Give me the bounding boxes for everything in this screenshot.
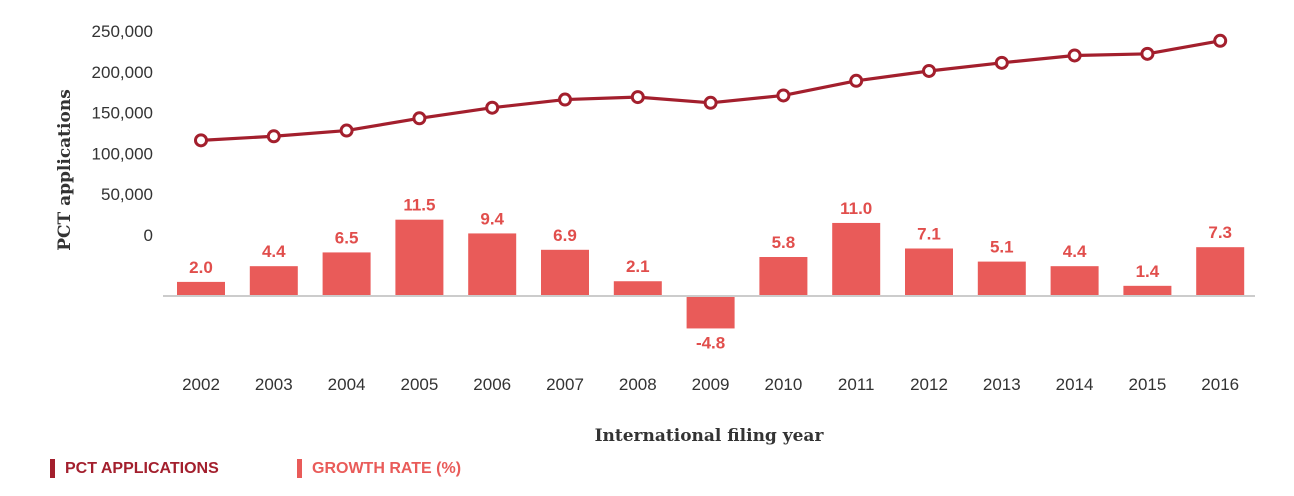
x-tick-label: 2010 [764,375,802,394]
pct-applications-point [485,100,500,115]
x-tick-label: 2016 [1201,375,1239,394]
pct-applications-point [630,90,645,105]
y-tick-label: 0 [144,226,153,245]
pct-applications-point [1213,33,1228,48]
y-axis-ticks: 0 50,000 100,000 150,000 200,000 250,000 [92,22,153,245]
pct-applications-series-line [200,39,1221,142]
pct-applications-point [339,123,354,138]
growth-rate-bar [249,266,298,295]
x-tick-label: 2009 [692,375,730,394]
x-tick-label: 2008 [619,375,657,394]
x-tick-label: 2012 [910,375,948,394]
legend-item-pct-applications: PCT APPLICATIONS [50,459,219,478]
bar-value-label: 11.5 [403,196,435,215]
bar-value-label: 6.9 [553,226,577,245]
pct-applications-point [266,129,281,144]
bar-value-label: 11.0 [840,199,872,218]
bar-value-label: 5.8 [772,233,796,252]
pct-applications-point [194,133,208,148]
y-tick-label: 150,000 [92,104,153,123]
x-tick-label: 2007 [546,375,584,394]
pct-applications-point [412,111,427,126]
growth-rate-bar [759,257,808,295]
growth-rate-bar [541,249,589,295]
legend-label-growth-rate: GROWTH RATE (%) [312,459,462,477]
bar-value-label: 2.1 [626,257,650,276]
pct-applications-point [1140,46,1155,61]
y-tick-label: 50,000 [101,185,153,204]
x-tick-label: 2015 [1128,375,1166,394]
x-tick-label: 2014 [1056,375,1094,394]
x-tick-label: 2011 [838,375,875,394]
growth-rate-labels: 2.0 4.4 6.5 11.5 9.4 6.9 2.1 -4.8 5.8 11.0 7.1 5.1 4… [189,196,1232,353]
legend-item-growth-rate: GROWTH RATE (%) [297,459,461,478]
growth-rate-bars [177,219,1245,329]
x-tick-label: 2013 [983,375,1021,394]
growth-rate-bar [395,219,444,295]
bar-value-label: 9.4 [480,209,504,228]
pct-applications-line [194,33,1228,148]
bar-value-label: 4.4 [262,242,286,261]
pct-applications-point [776,88,791,103]
growth-rate-bar [613,281,662,295]
growth-rate-bar [1196,247,1245,295]
pct-applications-point [922,63,936,78]
bar-value-label: 1.4 [1136,262,1160,281]
x-axis-label: International filing year [595,426,825,446]
legend-swatch-pct-applications [50,459,55,478]
bar-value-label: 2.0 [189,258,213,277]
x-tick-label: 2005 [400,375,438,394]
x-tick-label: 2003 [255,375,293,394]
growth-rate-bar [177,281,225,295]
bar-value-label: 7.3 [1208,223,1232,242]
bar-value-label: 7.1 [917,224,941,243]
growth-rate-bar [1123,285,1172,295]
x-tick-label: 2002 [182,375,220,394]
y-tick-label: 250,000 [92,22,153,41]
bar-value-label: -4.8 [696,333,725,352]
growth-rate-bar [686,297,735,329]
x-tick-label: 2006 [473,375,511,394]
growth-rate-bar [905,248,953,295]
y-tick-label: 200,000 [92,63,153,82]
y-tick-label: 100,000 [92,144,153,163]
legend-label-pct-applications: PCT APPLICATIONS [65,459,219,477]
x-tick-label: 2004 [328,375,366,394]
growth-rate-bar [832,222,881,295]
pct-applications-point [849,73,864,88]
x-axis-ticks: 2002 2003 2004 2005 2006 2007 2008 2009 2010 2011… [182,375,1239,394]
pct-applications-point [558,92,572,107]
bar-value-label: 4.4 [1063,242,1087,261]
pct-applications-point [1067,48,1082,63]
pct-applications-point [994,55,1009,70]
growth-rate-bar [1050,266,1099,295]
growth-rate-bar [468,233,517,295]
growth-rate-bar [322,252,371,295]
legend-swatch-growth-rate [297,459,302,478]
pct-applications-point [703,95,718,110]
bar-value-label: 6.5 [335,228,359,247]
bar-value-label: 5.1 [990,238,1014,257]
growth-rate-bar [977,261,1026,295]
y-axis-label: PCT applications [55,89,75,251]
